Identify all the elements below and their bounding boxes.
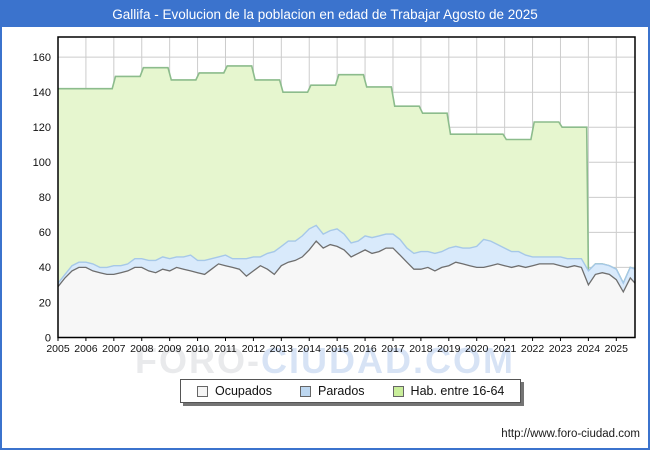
ocupados-swatch-icon — [197, 385, 208, 397]
x-tick-label: 2015 — [325, 343, 349, 355]
y-tick-label: 80 — [39, 192, 51, 204]
legend-label: Ocupados — [215, 384, 272, 398]
y-tick-label: 100 — [33, 157, 51, 169]
legend-item-hab-16-64: Hab. entre 16-64 — [392, 384, 505, 398]
y-tick-label: 160 — [33, 52, 51, 64]
x-tick-label: 2008 — [130, 343, 154, 355]
x-tick-label: 2017 — [381, 343, 405, 355]
legend-label: Hab. entre 16-64 — [410, 384, 505, 398]
y-tick-label: 140 — [33, 87, 51, 99]
y-tick-label: 0 — [45, 332, 51, 344]
y-tick-label: 60 — [39, 227, 51, 239]
x-tick-label: 2014 — [298, 343, 322, 355]
y-tick-label: 40 — [39, 262, 51, 274]
line-parados — [57, 224, 636, 285]
x-tick-label: 2023 — [549, 343, 573, 355]
plot-border — [57, 36, 636, 339]
x-tick-label: 2005 — [46, 343, 70, 355]
x-tick-label: 2006 — [74, 343, 98, 355]
chart-title: Gallifa - Evolucion de la poblacion en e… — [2, 2, 648, 27]
y-tick-label: 120 — [33, 122, 51, 134]
hab-16-64-swatch-icon — [392, 385, 404, 397]
x-tick-label: 2024 — [577, 343, 601, 355]
x-tick-label: 2016 — [353, 343, 377, 355]
x-tick-label: 2011 — [214, 343, 237, 355]
foro-ciudad-url: http://www.foro-ciudad.com — [501, 428, 640, 440]
x-tick-label: 2018 — [409, 343, 433, 355]
legend-item-ocupados: Ocupados — [197, 384, 272, 398]
x-tick-label: 2020 — [465, 343, 489, 355]
x-tick-label: 2022 — [521, 343, 545, 355]
legend-item-parados: Parados — [299, 384, 365, 398]
x-tick-label: 2009 — [158, 343, 182, 355]
parados-swatch-icon — [299, 385, 311, 397]
legend-label: Parados — [317, 384, 365, 398]
x-tick-label: 2012 — [242, 343, 266, 355]
x-tick-label: 2019 — [437, 343, 461, 355]
line-hab-16-64 — [58, 65, 636, 286]
x-tick-label: 2007 — [102, 343, 126, 355]
x-tick-label: 2021 — [493, 343, 517, 355]
line-ocupados — [57, 240, 636, 294]
chart-legend: Ocupados Parados Hab. entre 16-64 — [180, 379, 522, 403]
area-ocupados — [58, 241, 635, 338]
x-tick-label: 2025 — [605, 343, 629, 355]
population-area-chart: 2005 2006 2007 2008 2009 2010 2011 2012 2013 2014… — [33, 36, 636, 355]
x-tick-label: 2013 — [270, 343, 294, 355]
y-tick-label: 20 — [39, 297, 51, 309]
x-tick-label: 2010 — [186, 343, 210, 355]
